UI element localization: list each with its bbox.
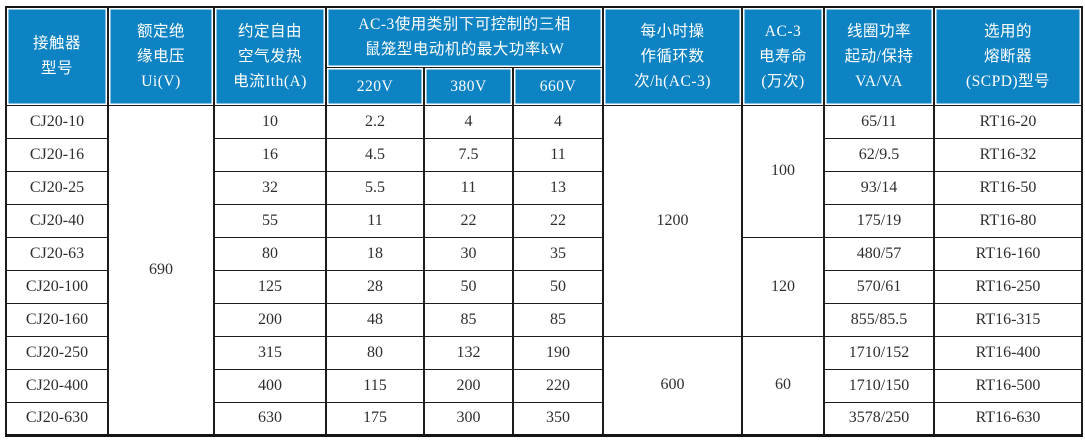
cell-kw380: 50	[423, 269, 514, 304]
cell-kw380: 85	[423, 302, 514, 337]
cell-coil: 3578/250	[823, 401, 936, 436]
contactor-spec-table: 接触器 型号 额定绝 缘电压 Ui(V) 约定自由 空气发热 电流Ith(A) …	[5, 6, 1084, 437]
cell-coil: 175/19	[823, 203, 936, 238]
cell-kw380: 7.5	[423, 137, 514, 172]
table-row: CJ20-16 16 4.5 7.5 11 62/9.5 RT16-32	[5, 137, 1084, 172]
cell-kw380: 132	[423, 335, 514, 370]
cell-kw380: 30	[423, 236, 514, 271]
cell-cycles-600: 600	[602, 335, 744, 436]
header-rated-insulation-voltage: 额定绝 缘电压 Ui(V)	[107, 6, 215, 106]
cell-life-60: 60	[741, 335, 826, 436]
cell-kw220: 80	[325, 335, 425, 370]
header-ac3-electrical-life: AC-3 电寿命 (万次)	[741, 6, 826, 106]
cell-coil: 1710/150	[823, 368, 936, 403]
cell-model: CJ20-250	[5, 335, 109, 370]
cell-life-100: 100	[741, 104, 826, 238]
cell-ith: 125	[213, 269, 327, 304]
cell-coil: 480/57	[823, 236, 936, 271]
cell-ith: 32	[213, 170, 327, 205]
cell-ith: 315	[213, 335, 327, 370]
cell-fuse: RT16-50	[933, 170, 1084, 205]
header-660v: 660V	[511, 66, 605, 106]
cell-coil: 62/9.5	[823, 137, 936, 172]
table-row: CJ20-63 80 18 30 35 120 480/57 RT16-160	[5, 236, 1084, 337]
cell-fuse: RT16-630	[933, 401, 1084, 436]
cell-ith: 630	[213, 401, 327, 436]
cell-ith: 10	[213, 104, 327, 139]
cell-fuse: RT16-500	[933, 368, 1084, 403]
cell-kw380: 11	[423, 170, 514, 205]
header-contactor-model: 接触器 型号	[5, 6, 109, 106]
cell-ith: 16	[213, 137, 327, 172]
cell-kw660: 11	[511, 137, 605, 172]
cell-kw660: 35	[511, 236, 605, 271]
cell-coil: 65/11	[823, 104, 936, 139]
header-ac3-max-power: AC-3使用类别下可控制的三相 鼠笼型电动机的最大功率kW	[324, 6, 605, 68]
cell-model: CJ20-40	[5, 203, 109, 238]
cell-kw380: 300	[423, 401, 514, 436]
table-row: CJ20-100 125 28 50 50 570/61 RT16-250	[5, 269, 1084, 304]
cell-fuse: RT16-250	[933, 269, 1084, 304]
cell-coil: 855/85.5	[823, 302, 936, 337]
cell-kw660: 220	[511, 368, 605, 403]
cell-coil: 93/14	[823, 170, 936, 205]
cell-ui-voltage: 690	[107, 104, 215, 436]
cell-model: CJ20-100	[5, 269, 109, 304]
cell-ith: 400	[213, 368, 327, 403]
header-fuse-model: 选用的 熔断器 (SCPD)型号	[933, 6, 1084, 106]
cell-coil: 1710/152	[823, 335, 936, 370]
cell-model: CJ20-10	[5, 104, 109, 139]
cell-ith: 80	[213, 236, 327, 271]
header-thermal-current: 约定自由 空气发热 电流Ith(A)	[213, 6, 327, 106]
header-220v: 220V	[325, 66, 425, 106]
cell-fuse: RT16-315	[933, 302, 1084, 337]
cell-model: CJ20-63	[5, 236, 109, 271]
table-row: CJ20-10 690 10 2.2 4 4 1200 100 65/11 RT…	[5, 104, 1084, 436]
cell-model: CJ20-25	[5, 170, 109, 205]
cell-kw220: 115	[325, 368, 425, 403]
header-cycles-per-hour: 每小时操 作循环数 次/h(AC-3)	[602, 6, 744, 106]
table-row: CJ20-25 32 5.5 11 13 93/14 RT16-50	[5, 170, 1084, 205]
cell-kw380: 4	[423, 104, 514, 139]
table-row: CJ20-400 400 115 200 220 1710/150 RT16-5…	[5, 368, 1084, 403]
cell-model: CJ20-16	[5, 137, 109, 172]
cell-kw220: 2.2	[325, 104, 425, 139]
cell-kw220: 11	[325, 203, 425, 238]
cell-kw220: 5.5	[325, 170, 425, 205]
cell-kw220: 175	[325, 401, 425, 436]
cell-cycles-1200: 1200	[602, 104, 744, 337]
header-380v: 380V	[423, 66, 514, 106]
cell-kw380: 22	[423, 203, 514, 238]
cell-kw220: 28	[325, 269, 425, 304]
cell-kw660: 85	[511, 302, 605, 337]
cell-fuse: RT16-20	[933, 104, 1084, 139]
cell-kw660: 22	[511, 203, 605, 238]
table-row: CJ20-250 315 80 132 190 600 60 1710/152 …	[5, 335, 1084, 436]
cell-ith: 200	[213, 302, 327, 337]
cell-kw220: 4.5	[325, 137, 425, 172]
cell-life-120: 120	[741, 236, 826, 337]
cell-fuse: RT16-80	[933, 203, 1084, 238]
cell-kw660: 190	[511, 335, 605, 370]
table-row: CJ20-160 200 48 85 85 855/85.5 RT16-315	[5, 302, 1084, 337]
cell-coil: 570/61	[823, 269, 936, 304]
header-coil-power: 线圈功率 起动/保持 VA/VA	[823, 6, 936, 106]
table-row: CJ20-630 630 175 300 350 3578/250 RT16-6…	[5, 401, 1084, 436]
cell-kw660: 350	[511, 401, 605, 436]
cell-model: CJ20-630	[5, 401, 109, 436]
cell-fuse: RT16-160	[933, 236, 1084, 271]
cell-fuse: RT16-32	[933, 137, 1084, 172]
cell-kw660: 4	[511, 104, 605, 139]
cell-model: CJ20-400	[5, 368, 109, 403]
cell-kw220: 48	[325, 302, 425, 337]
cell-ith: 55	[213, 203, 327, 238]
cell-fuse: RT16-400	[933, 335, 1084, 370]
cell-model: CJ20-160	[5, 302, 109, 337]
cell-kw380: 200	[423, 368, 514, 403]
cell-kw660: 50	[511, 269, 605, 304]
cell-kw660: 13	[511, 170, 605, 205]
table-row: CJ20-40 55 11 22 22 175/19 RT16-80	[5, 203, 1084, 238]
cell-kw220: 18	[325, 236, 425, 271]
